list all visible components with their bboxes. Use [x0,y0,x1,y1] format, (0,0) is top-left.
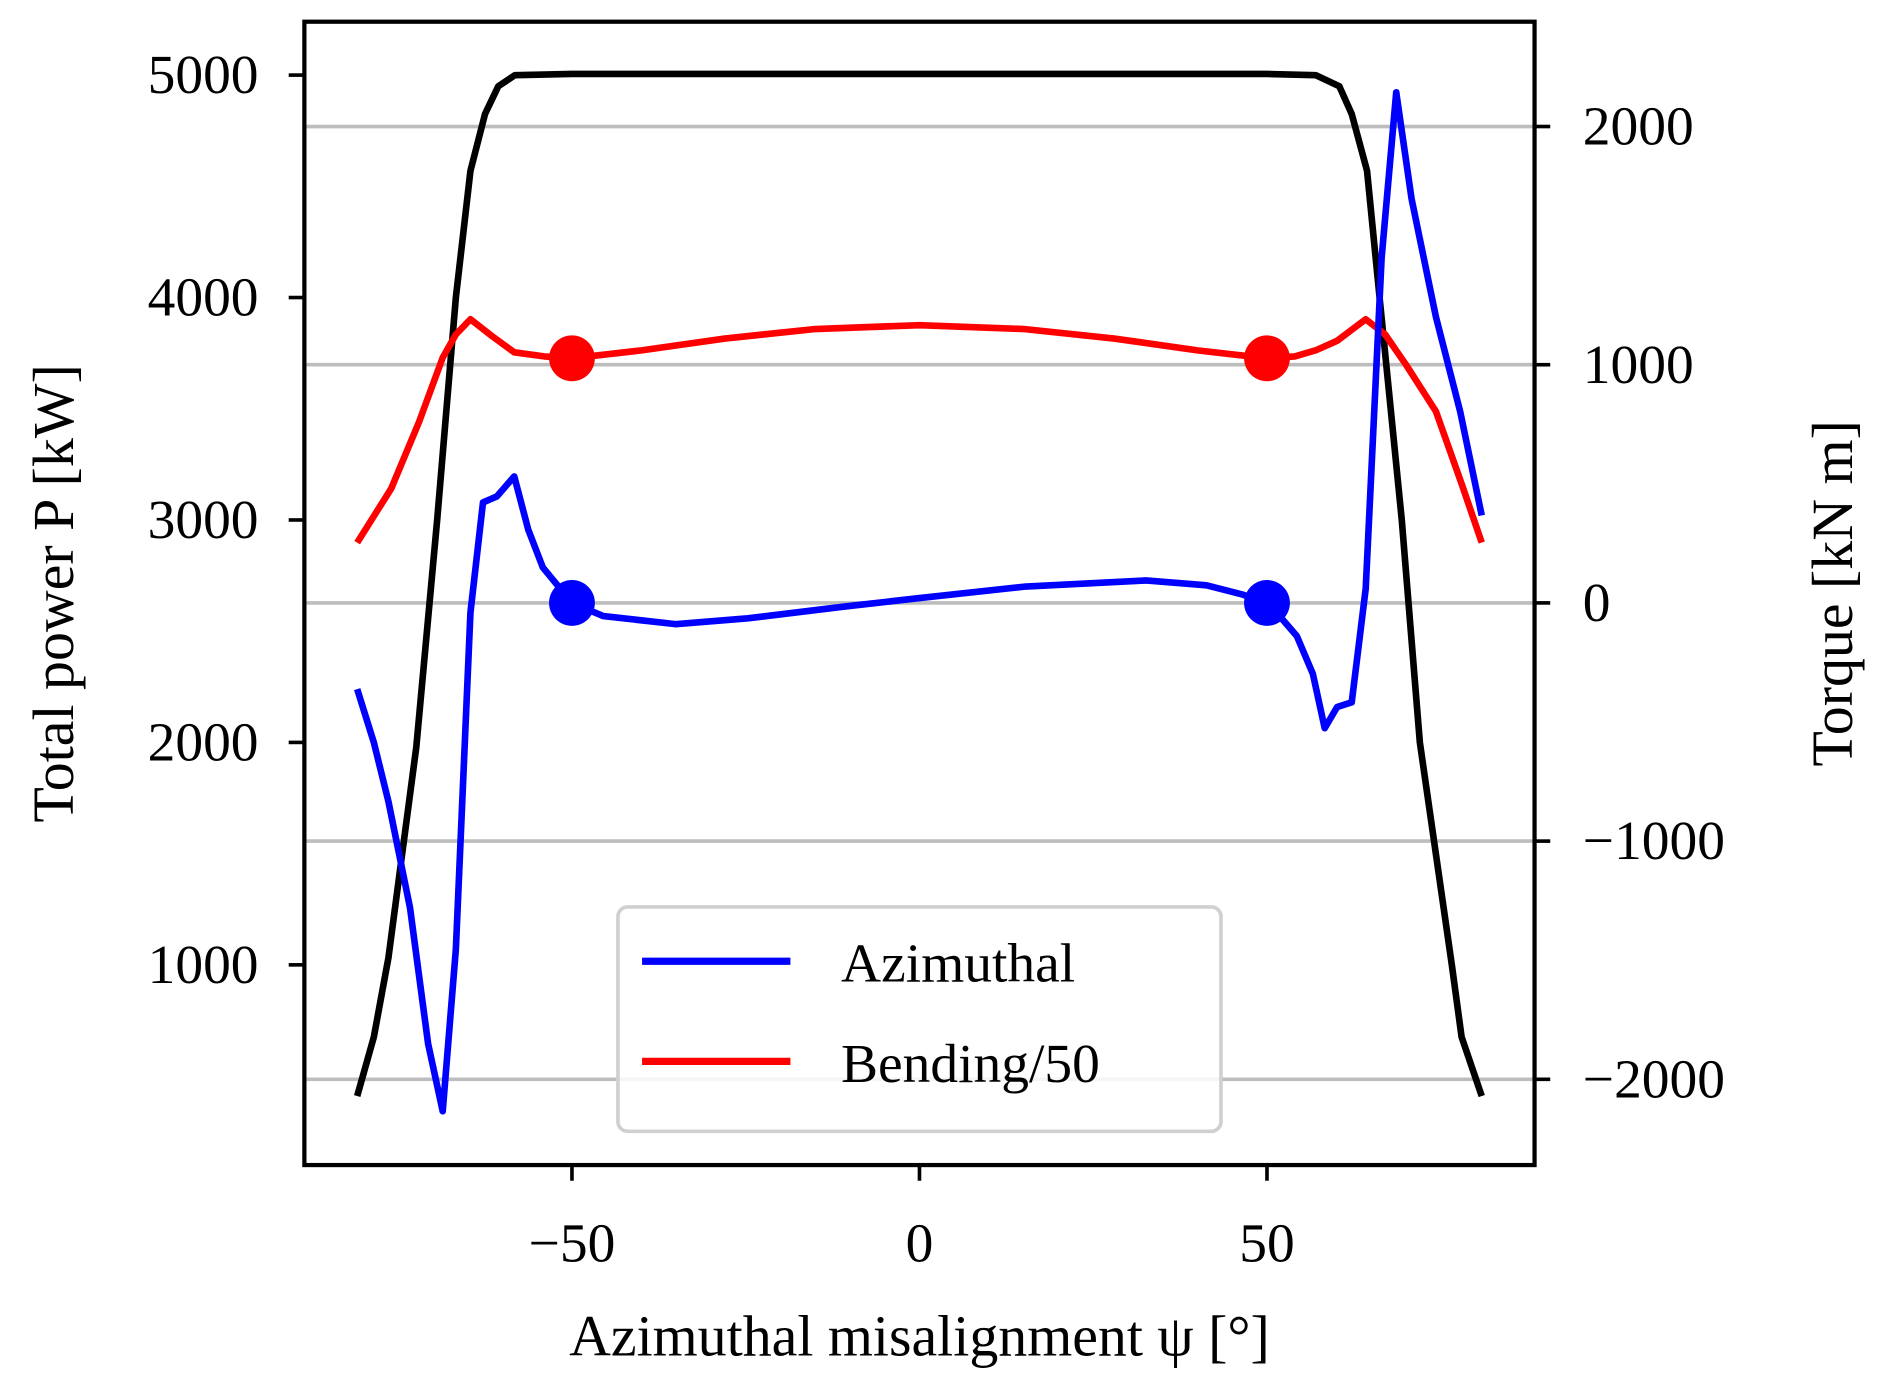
marker-azimuthal [1244,579,1290,626]
x-tick-label: 0 [906,1213,934,1274]
y-left-tick-label: 2000 [148,712,259,773]
marker-bending-50 [1244,335,1290,382]
series-layer [354,70,1485,1115]
grid [304,124,1535,1082]
marker-bending-50 [549,335,595,382]
y-left-tick-label: 1000 [148,934,259,995]
y-right-tick-label: −2000 [1583,1048,1725,1109]
x-axis-label: Azimuthal misalignment ψ [°] [569,1304,1270,1369]
ticks: −2000 −1000 0 1000 2000 1000 2000 3000 4000 5000 −… [148,44,1725,1273]
legend: Azimuthal Bending/50 [616,905,1223,1134]
y-left-tick-label: 3000 [148,489,259,550]
x-tick-label: 50 [1239,1213,1294,1274]
y-left-tick-label: 5000 [148,44,259,105]
y-axis-label-right: Torque [kN m] [1800,420,1865,766]
x-tick-label: −50 [529,1213,616,1274]
y-left-tick-label: 4000 [148,267,259,328]
y-right-tick-label: 2000 [1583,96,1694,157]
y-right-tick-label: 1000 [1583,334,1694,395]
marker-azimuthal [549,579,595,626]
series-line-total-power [354,70,1485,1098]
y-right-tick-label: −1000 [1583,810,1725,871]
series-line-azimuthal [354,88,1485,1115]
y-right-tick-label: 0 [1583,572,1611,633]
legend-label-azimuthal: Azimuthal [841,933,1075,994]
y-axis-label-left: Total power P [kW] [21,364,86,822]
legend-label-bending: Bending/50 [841,1033,1100,1094]
